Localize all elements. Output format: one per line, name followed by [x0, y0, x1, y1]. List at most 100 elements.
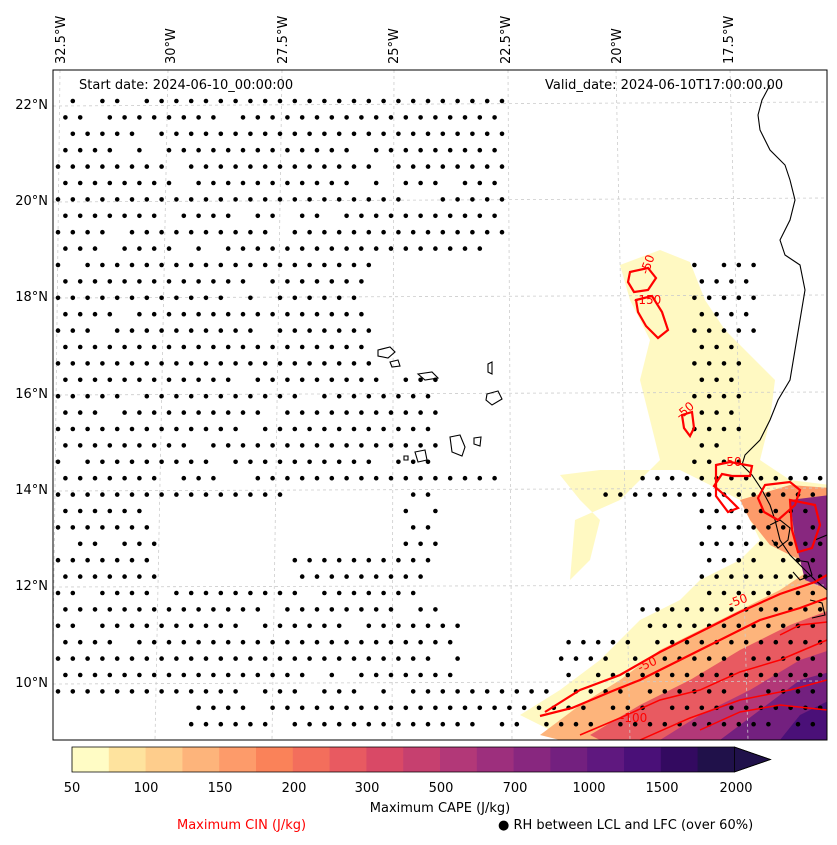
rh-dot: [211, 607, 216, 612]
rh-dot: [662, 721, 668, 727]
rh-dot: [203, 656, 209, 661]
rh-dot: [447, 213, 453, 219]
rh-dot: [196, 639, 201, 645]
rh-dot: [122, 246, 127, 251]
rh-dot: [92, 311, 98, 317]
rh-dot: [410, 689, 416, 694]
rh-dot: [262, 721, 268, 727]
rh-dot: [455, 131, 460, 137]
rh-dot: [403, 541, 409, 547]
cape-verde-maio: [473, 436, 482, 447]
rh-dot: [484, 98, 490, 104]
rh-dot: [462, 180, 468, 186]
rh-dot: [810, 557, 816, 563]
rh-dot: [329, 377, 335, 383]
rh-dot: [233, 689, 238, 694]
rh-dot: [92, 672, 98, 678]
rh-dot: [410, 492, 416, 497]
rh-dot: [766, 721, 771, 727]
rh-dot: [100, 295, 105, 301]
rh-dot: [100, 492, 105, 497]
rh-dot: [336, 393, 342, 399]
rh-dot: [299, 147, 305, 153]
rh-dot: [248, 131, 253, 137]
rh-dot: [137, 475, 142, 481]
rh-dot: [351, 131, 357, 137]
rh-dot: [100, 426, 105, 432]
rh-dot: [736, 623, 742, 629]
rh-dot: [166, 115, 172, 120]
rh-dot: [440, 131, 446, 137]
rh-dot: [144, 262, 150, 268]
rh-dot: [329, 410, 335, 415]
rh-dot: [373, 672, 379, 678]
contour-label: -150: [634, 293, 661, 307]
rh-dot: [292, 459, 298, 465]
rh-dot: [403, 508, 409, 514]
rh-dot: [292, 689, 298, 694]
rh-dot: [137, 574, 142, 579]
rh-dot: [721, 262, 727, 268]
colorbar-swatch: [660, 747, 699, 772]
rh-dot: [373, 607, 379, 612]
rh-dot: [55, 197, 61, 202]
rh-dot: [729, 541, 734, 547]
rh-dot: [129, 262, 135, 268]
rh-dot: [85, 525, 90, 530]
rh-dot: [388, 213, 394, 219]
rh-dot: [107, 672, 113, 678]
rh-dot: [122, 672, 127, 678]
rh-dot: [92, 574, 98, 579]
rh-dot: [166, 180, 172, 186]
rh-dot: [766, 590, 771, 596]
rh-dot: [706, 557, 712, 563]
rh-dot: [447, 246, 453, 251]
rh-dot: [63, 115, 68, 120]
rh-dot: [277, 459, 283, 465]
rh-dot: [277, 262, 283, 268]
rh-dot: [433, 672, 438, 678]
rh-dot: [477, 213, 483, 219]
rh-dot: [817, 541, 823, 547]
contour-label: -100: [620, 711, 647, 725]
rh-dot: [248, 721, 253, 727]
rh-dot: [262, 262, 268, 268]
colorbar-swatch: [219, 747, 257, 772]
rh-dot: [299, 672, 305, 678]
rh-dot: [366, 164, 372, 169]
rh-dot: [55, 393, 61, 399]
rh-dot: [477, 180, 483, 186]
rh-dot: [736, 393, 742, 399]
cin-contour-15n: [680, 410, 696, 439]
rh-dot: [122, 607, 127, 612]
rh-dot: [248, 98, 253, 104]
rh-dot: [410, 525, 416, 530]
rh-dot: [322, 557, 327, 563]
rh-dot: [470, 98, 475, 104]
rh-dot: [603, 492, 608, 497]
rh-dot: [729, 607, 734, 612]
rh-dot: [418, 639, 423, 645]
rh-dot: [255, 410, 261, 415]
rh-dot: [63, 213, 68, 219]
rh-dot: [307, 131, 312, 137]
cin-contour-north: [626, 266, 658, 294]
rh-dot: [166, 311, 172, 317]
rh-dot: [248, 262, 253, 268]
rh-dot: [92, 443, 98, 448]
rh-dot: [114, 689, 120, 694]
rh-dot: [218, 98, 224, 104]
rh-dot: [751, 721, 756, 727]
rh-dot: [307, 328, 312, 333]
rh-dot: [758, 475, 764, 481]
rh-dot: [669, 672, 675, 678]
rh-dot: [810, 590, 816, 596]
rh-dot: [322, 623, 327, 629]
rh-dot: [721, 525, 727, 530]
rh-dot: [610, 639, 616, 645]
rh-dot: [92, 639, 98, 645]
rh-dot: [359, 213, 364, 219]
rh-dot: [129, 426, 135, 432]
rh-dot: [484, 689, 490, 694]
rh-dot: [188, 426, 194, 432]
